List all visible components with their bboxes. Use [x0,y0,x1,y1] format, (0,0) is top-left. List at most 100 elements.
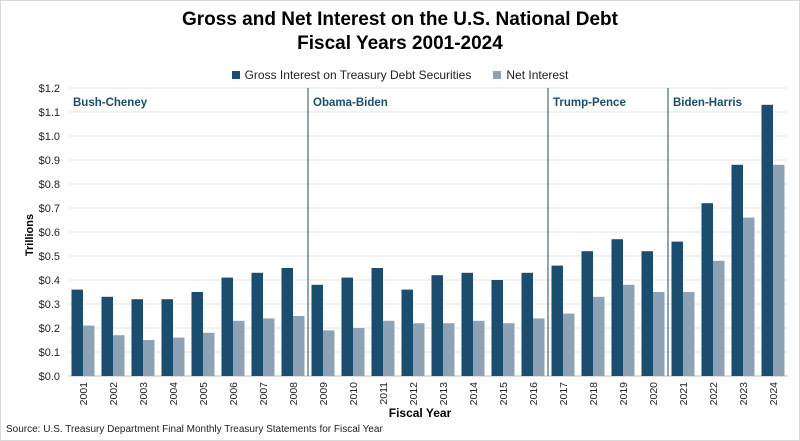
y-tick-label: $0.6 [39,227,60,239]
bar-gross-2016 [521,272,533,376]
admin-label: Trump-Pence [553,97,626,109]
bar-gross-2007 [251,272,263,376]
bar-net-2005 [203,332,215,376]
bar-net-2009 [323,330,335,376]
x-tick-label: 2012 [408,382,420,406]
y-tick-label: $0.4 [39,275,60,287]
bar-net-2022 [713,260,725,376]
y-tick-label: $0.1 [39,347,60,359]
y-tick-label: $1.2 [39,83,60,95]
bar-net-2011 [383,320,395,376]
y-tick-label: $1.1 [39,107,60,119]
bar-net-2010 [353,328,365,376]
bar-net-2012 [413,323,425,376]
x-tick-label: 2017 [558,382,570,406]
legend-label-net: Net Interest [506,68,569,82]
bar-gross-2015 [491,280,503,376]
chart-title: Gross and Net Interest on the U.S. Natio… [0,8,800,56]
y-tick-label: $0.8 [39,179,60,191]
bar-net-2013 [443,323,455,376]
bar-gross-2010 [341,277,353,376]
bar-gross-2022 [701,203,713,376]
y-tick-label: $0.9 [39,155,60,167]
x-tick-label: 2011 [378,382,390,405]
bar-net-2020 [653,292,665,376]
y-tick-label: $0.7 [39,203,60,215]
x-tick-label: 2004 [168,382,180,406]
legend-item-net: Net Interest [493,68,568,82]
bar-gross-2011 [371,268,383,376]
bar-net-2019 [623,284,635,376]
x-tick-label: 2018 [588,382,600,406]
bar-gross-2013 [431,275,443,376]
y-axis-label: Trillions [24,213,36,257]
bar-net-2017 [563,313,575,376]
bar-gross-2006 [221,277,233,376]
x-tick-label: 2003 [138,382,150,406]
x-tick-label: 2015 [498,382,510,406]
bar-gross-2001 [71,289,83,376]
x-tick-label: 2009 [318,382,330,406]
bar-gross-2008 [281,268,293,376]
legend-label-gross: Gross Interest on Treasury Debt Securiti… [244,68,472,82]
bar-gross-2024 [761,104,773,377]
y-tick-label: $1.0 [39,131,60,143]
bar-net-2008 [293,316,305,376]
admin-label: Biden-Harris [673,97,742,109]
bar-gross-2021 [671,241,683,376]
bar-net-2021 [683,292,695,376]
bar-gross-2002 [101,296,113,376]
bar-net-2001 [83,325,95,376]
bar-gross-2012 [401,289,413,376]
x-tick-label: 2021 [678,382,690,406]
source-note: Source: U.S. Treasury Department Final M… [6,424,383,435]
x-tick-label: 2024 [768,382,780,406]
y-tick-label: $0.5 [39,251,60,263]
bar-gross-2003 [131,299,143,376]
x-tick-label: 2002 [108,382,120,406]
bar-gross-2014 [461,272,473,376]
bar-gross-2009 [311,284,323,376]
x-tick-label: 2008 [288,382,300,406]
bar-gross-2020 [641,251,653,376]
y-tick-label: $0.0 [39,371,60,383]
bar-net-2003 [143,340,155,376]
x-tick-label: 2007 [258,382,270,406]
bar-net-2006 [233,320,245,376]
legend-swatch-gross [231,71,240,79]
legend-swatch-net [493,71,502,79]
bar-net-2018 [593,296,605,376]
admin-label: Bush-Cheney [73,97,148,109]
bar-net-2014 [473,320,485,376]
bar-gross-2018 [581,251,593,376]
x-tick-label: 2005 [198,382,210,406]
chart-legend: Gross Interest on Treasury Debt Securiti… [0,68,800,82]
bar-net-2023 [743,217,755,376]
bar-net-2007 [263,318,275,376]
x-tick-label: 2014 [468,382,480,406]
bar-net-2002 [113,335,125,376]
admin-label: Obama-Biden [313,97,388,109]
chart-title-line1: Gross and Net Interest on the U.S. Natio… [181,9,618,30]
bar-net-2024 [773,164,785,376]
x-tick-label: 2006 [228,382,240,406]
bar-net-2016 [533,318,545,376]
bar-gross-2004 [161,299,173,376]
legend-item-gross: Gross Interest on Treasury Debt Securiti… [231,68,472,82]
x-tick-label: 2010 [348,382,360,406]
y-tick-label: $0.2 [39,323,60,335]
x-tick-label: 2016 [528,382,540,406]
y-tick-label: $0.3 [39,299,60,311]
x-tick-label: 2019 [618,382,630,406]
bar-gross-2023 [731,164,743,376]
chart-title-line2: Fiscal Years 2001-2024 [297,33,503,54]
bar-gross-2005 [191,292,203,376]
x-tick-label: 2001 [78,382,90,406]
x-axis-label: Fiscal Year [388,406,452,420]
bar-gross-2019 [611,239,623,376]
x-tick-label: 2013 [438,382,450,406]
x-tick-label: 2020 [648,382,660,406]
x-tick-label: 2023 [738,382,750,406]
bar-net-2015 [503,323,515,376]
